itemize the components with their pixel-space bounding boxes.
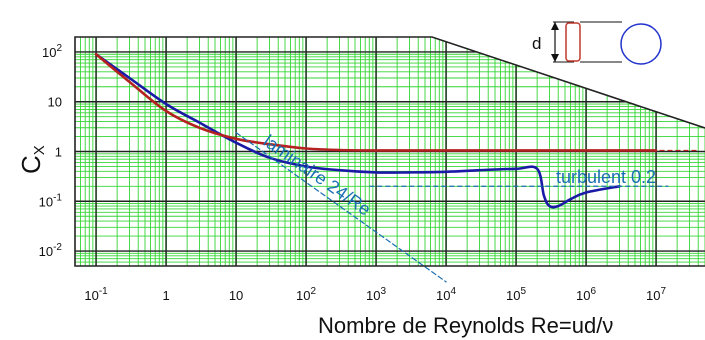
- flat-plate-icon: [565, 22, 581, 62]
- y-tick-base: 10: [39, 244, 53, 259]
- x-tick-base: 10: [84, 288, 98, 303]
- x-tick-exp: -1: [99, 286, 108, 297]
- x-tick-exp: 2: [311, 286, 317, 297]
- dimension-label: d: [532, 34, 541, 53]
- y-tick-base: 10: [48, 95, 62, 110]
- cylinder-diagram: d: [532, 21, 662, 65]
- x-tick-exp: 3: [381, 286, 387, 297]
- y-tick-label: 10-2: [39, 242, 63, 259]
- y-tick-exp: 2: [56, 43, 62, 54]
- series-line-0: [94, 53, 621, 209]
- y-tick-label: 1: [55, 145, 62, 160]
- x-tick-label: 10: [229, 288, 243, 303]
- x-tick-label: 1: [162, 288, 169, 303]
- y-tick-label: 10: [48, 95, 62, 110]
- y-tick-exp: -1: [53, 192, 62, 203]
- turbulent-annotation: turbulent 0.2: [556, 167, 656, 187]
- series-line-1: [94, 53, 658, 152]
- y-tick-label: 102: [42, 43, 62, 60]
- x-tick-exp: 5: [521, 286, 527, 297]
- y-tick-base: 10: [39, 194, 53, 209]
- x-tick-exp: 6: [591, 286, 597, 297]
- x-tick-label: 104: [436, 286, 456, 303]
- x-tick-label: 105: [506, 286, 526, 303]
- cylinder-circle-icon: [620, 23, 662, 65]
- x-tick-label: 106: [576, 286, 596, 303]
- x-tick-base: 10: [646, 288, 660, 303]
- x-tick-base: 1: [162, 288, 169, 303]
- x-tick-label: 10-1: [84, 286, 108, 303]
- x-tick-base: 10: [296, 288, 310, 303]
- x-tick-base: 10: [366, 288, 380, 303]
- x-tick-exp: 7: [661, 286, 667, 297]
- x-tick-label: 102: [296, 286, 316, 303]
- y-tick-base: 10: [42, 45, 56, 60]
- y-axis-label: CX: [16, 145, 48, 174]
- dimension-arrow-top: [551, 22, 559, 30]
- x-tick-label: 103: [366, 286, 386, 303]
- frame-outline: [74, 36, 705, 267]
- x-tick-exp: 4: [451, 286, 457, 297]
- y-tick-base: 1: [55, 145, 62, 160]
- x-tick-base: 10: [229, 288, 243, 303]
- dimension-arrow-bottom: [551, 54, 559, 62]
- x-tick-base: 10: [436, 288, 450, 303]
- x-tick-base: 10: [506, 288, 520, 303]
- y-tick-label: 10-1: [39, 192, 63, 209]
- series-group: [94, 53, 699, 283]
- x-tick-base: 10: [576, 288, 590, 303]
- y-tick-exp: -2: [53, 242, 62, 253]
- x-axis-label: Nombre de Reynolds Re=ud/ν: [318, 313, 613, 338]
- x-tick-label: 107: [646, 286, 666, 303]
